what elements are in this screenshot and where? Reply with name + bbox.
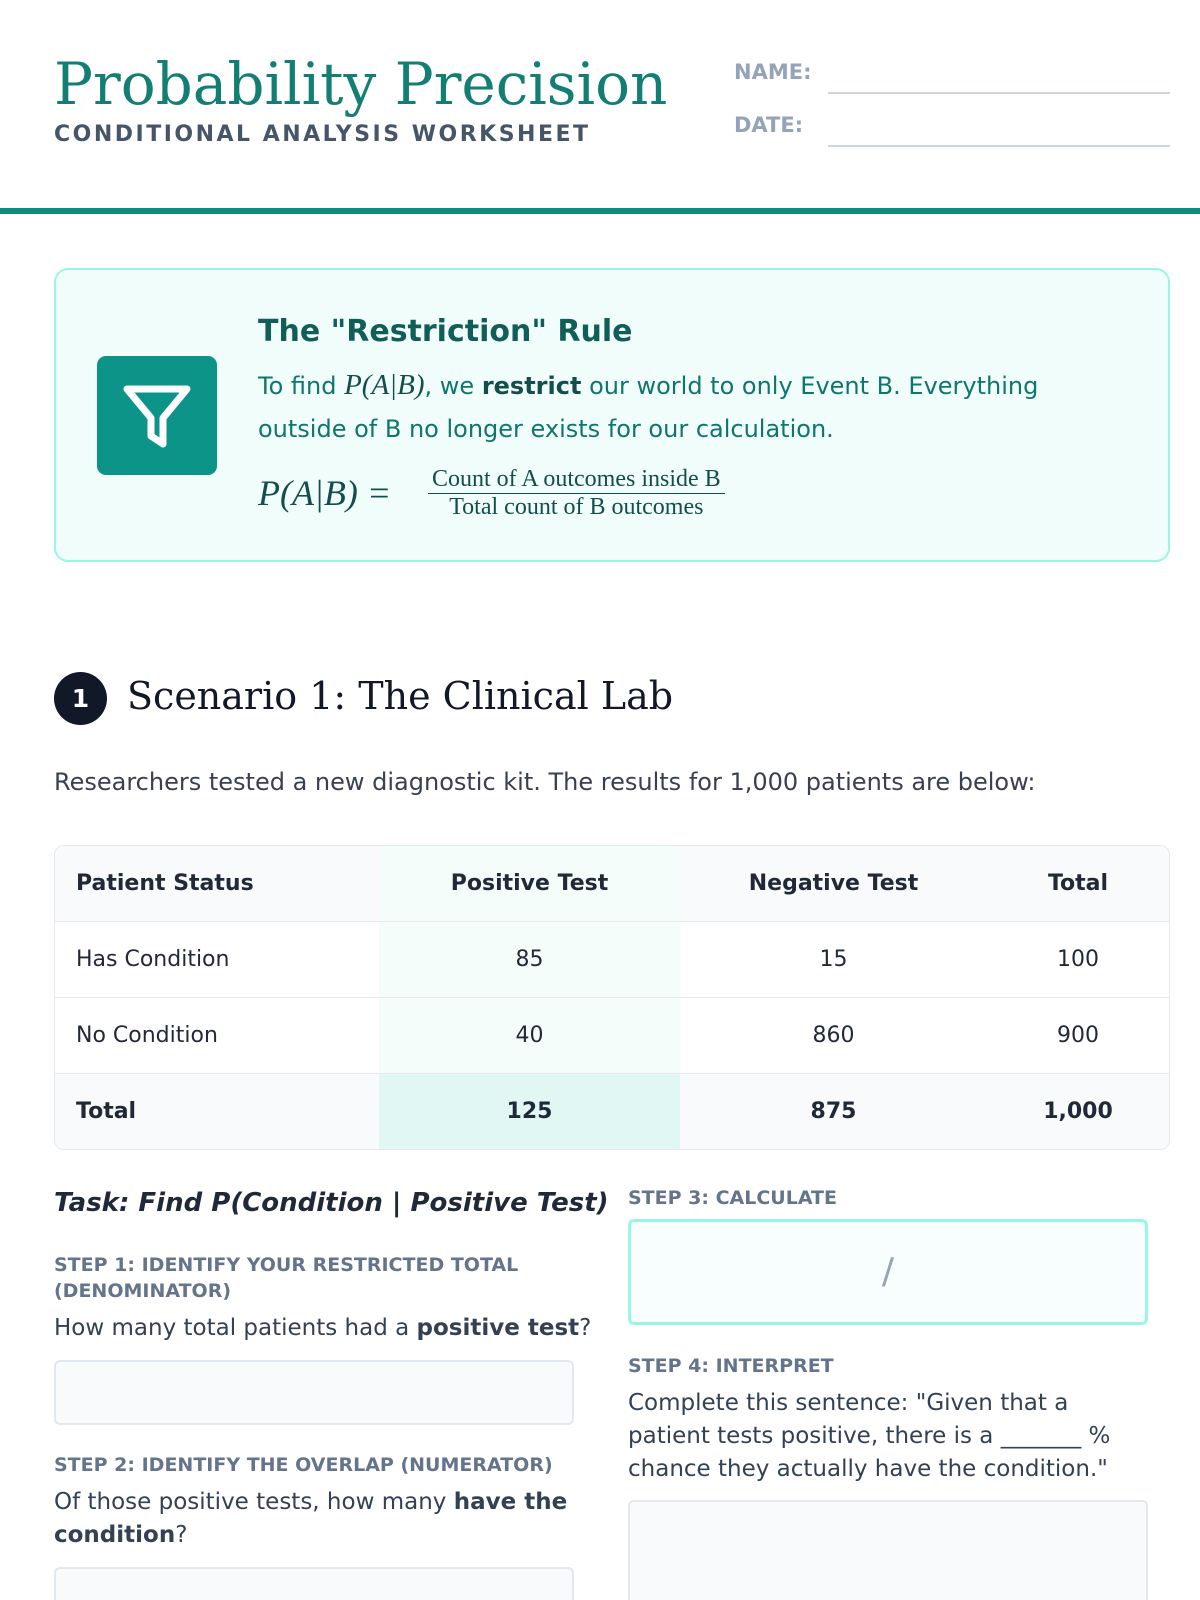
table-cell: 100 [987,921,1169,998]
formula-lhs: P(A|B) = [258,473,392,513]
header-cell: Negative Test [680,846,987,922]
title: Probability Precision [54,50,668,118]
table-cell: Total [55,1073,379,1149]
emphasis: positive test [416,1315,580,1341]
table-cell: 875 [680,1073,987,1149]
step-label: STEP 2: IDENTIFY THE OVERLAP (NUMERATOR) [54,1454,553,1476]
subtitle: CONDITIONAL ANALYSIS WORKSHEET [54,122,591,147]
table-cell: 85 [379,921,680,998]
step-label: STEP 4: INTERPRET [628,1355,834,1377]
funnel-icon [123,385,191,448]
scenario-title: Scenario 1: The Clinical Lab [127,674,674,718]
text: How many total patients had a [54,1315,417,1341]
table-cell: 1,000 [987,1073,1169,1149]
header-rule [0,208,1200,214]
table-cell: Has Condition [55,921,379,998]
rule-title: The "Restriction" Rule [258,314,633,349]
field-label: NAME: [734,60,812,84]
text: our world to only Event B. Everything ou… [258,372,1039,443]
intro: Researchers tested a new diagnostic kit.… [54,768,1036,796]
fraction: Count of A outcomes inside B Total count… [428,466,725,521]
math: P(A|B) [344,369,425,401]
header-cell: Patient Status [55,846,379,922]
field-label: DATE: [734,113,804,137]
table-cell: 40 [379,997,680,1074]
table-row: Total 125 875 1,000 [55,1073,1169,1149]
table-row: No Condition 40 860 900 [55,997,1169,1074]
header-cell: Positive Test [379,846,680,922]
icon [97,356,217,475]
step-label: STEP 3: CALCULATE [628,1187,837,1209]
rule-box [54,268,1170,562]
placeholder: / [881,1251,895,1292]
denominator: Total count of B outcomes [449,494,704,520]
header-cell: Total [987,846,1169,922]
text: ? [175,1522,188,1548]
answer-box [54,1360,574,1425]
table-wrap: Patient Status Positive Test Negative Test… [54,845,1170,1150]
table-cell: No Condition [55,997,379,1074]
calc-box: / [628,1219,1148,1325]
rule-text: To find P(A|B), we restrict our world to… [258,364,1108,451]
text: , we [424,372,482,400]
data-table: Patient Status Positive Test Negative Test… [55,846,1169,1149]
text: To find [258,372,345,400]
numerator: Count of A outcomes inside B [428,466,725,494]
table-row: Has Condition 85 15 100 [55,921,1169,998]
table-cell: 15 [680,921,987,998]
emphasis: restrict [481,372,582,400]
field-line [828,145,1170,147]
table-cell: 125 [379,1073,680,1149]
step-question: Of those positive tests, how many have t… [54,1486,574,1552]
text: Of those positive tests, how many [54,1489,454,1515]
step-question: Complete this sentence: "Given that a pa… [628,1390,1111,1482]
step-question: How many total patients had a positive t… [54,1312,591,1345]
emphasis: have the condition [54,1489,568,1548]
text: ? [579,1315,592,1341]
table-cell: 860 [680,997,987,1074]
answer-box [628,1500,1148,1600]
header-row: Patient Status Positive Test Negative Test… [55,846,1169,922]
table-cell: 900 [987,997,1169,1074]
task: Task: Find P(Condition | Positive Test) [54,1188,609,1218]
step-label: STEP 1: IDENTIFY YOUR RESTRICTED TOTAL (… [54,1254,519,1302]
answer-box [54,1567,574,1600]
field-line [828,92,1170,94]
scenario-number: 1 [54,672,107,725]
